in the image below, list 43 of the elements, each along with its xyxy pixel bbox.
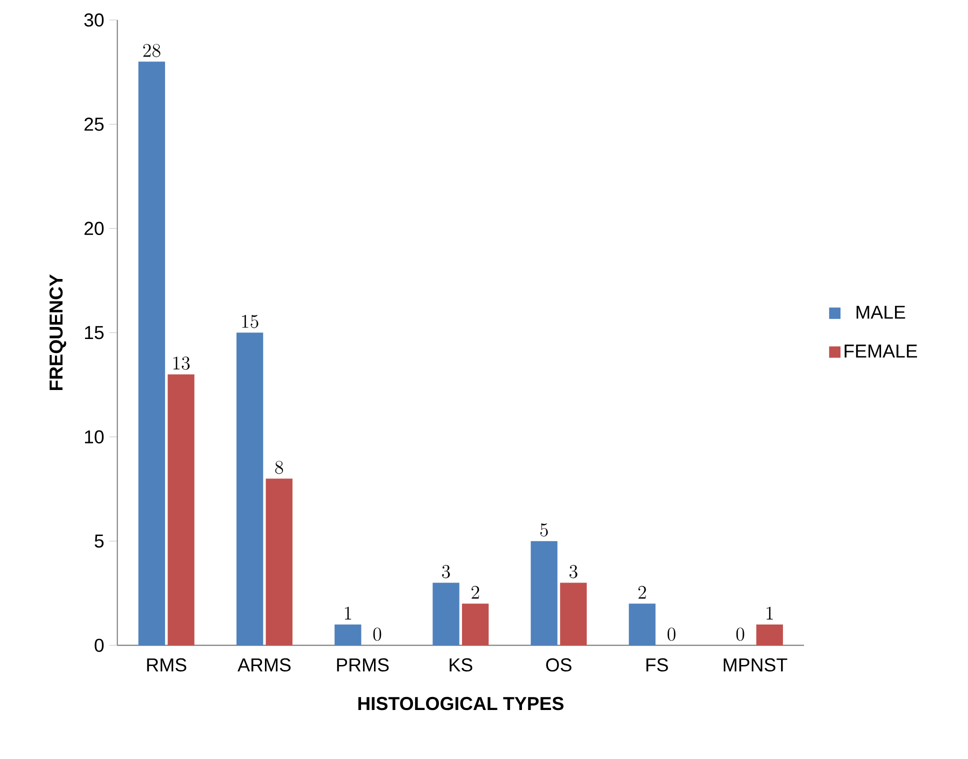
bar [756,624,783,646]
data-label: 0 [668,628,676,641]
legend-label: FEMALE [844,344,918,358]
y-tick-label: 0 [94,638,104,652]
y-tick-label: 25 [84,118,104,131]
bar [628,604,656,646]
x-tick-label: MPNST [724,658,788,672]
data-label: 3 [442,565,450,578]
x-tick-label: OS [546,658,572,672]
y-tick-label: 5 [94,534,104,548]
y-tick-label: 10 [85,430,104,444]
data-label: 8 [275,461,284,474]
data-label: 3 [570,565,578,578]
data-label: 1 [344,606,352,620]
data-label: 5 [540,524,548,537]
bar [266,478,292,646]
data-label: 0 [736,628,744,641]
x-tick-label: PRMS [337,658,389,672]
bar [462,604,489,646]
bar [530,541,558,646]
bar [334,624,362,646]
data-label: 1 [766,606,773,620]
data-label: 15 [242,315,258,328]
legend-label: MALE [856,306,906,319]
bar [138,62,166,646]
y-tick-label: 30 [84,14,104,27]
data-label: 13 [173,356,190,370]
data-label: 2 [638,586,646,599]
x-axis-title: HISTOLOGICAL TYPES [358,697,564,710]
bar [168,374,194,646]
x-tick-label: ARMS [238,658,291,672]
data-label: 0 [373,628,382,641]
x-tick-label: KS [450,658,472,672]
y-tick-label: 20 [84,222,104,236]
data-label: 2 [472,586,480,599]
bar [560,582,587,646]
data-label: 28 [143,44,160,58]
y-tick-label: 15 [85,326,104,340]
bar [432,582,460,646]
bar [236,332,264,646]
y-axis-title: FREQUENCY [49,274,66,390]
x-tick-label: FS [646,658,668,672]
x-tick-label: RMS [147,658,186,672]
